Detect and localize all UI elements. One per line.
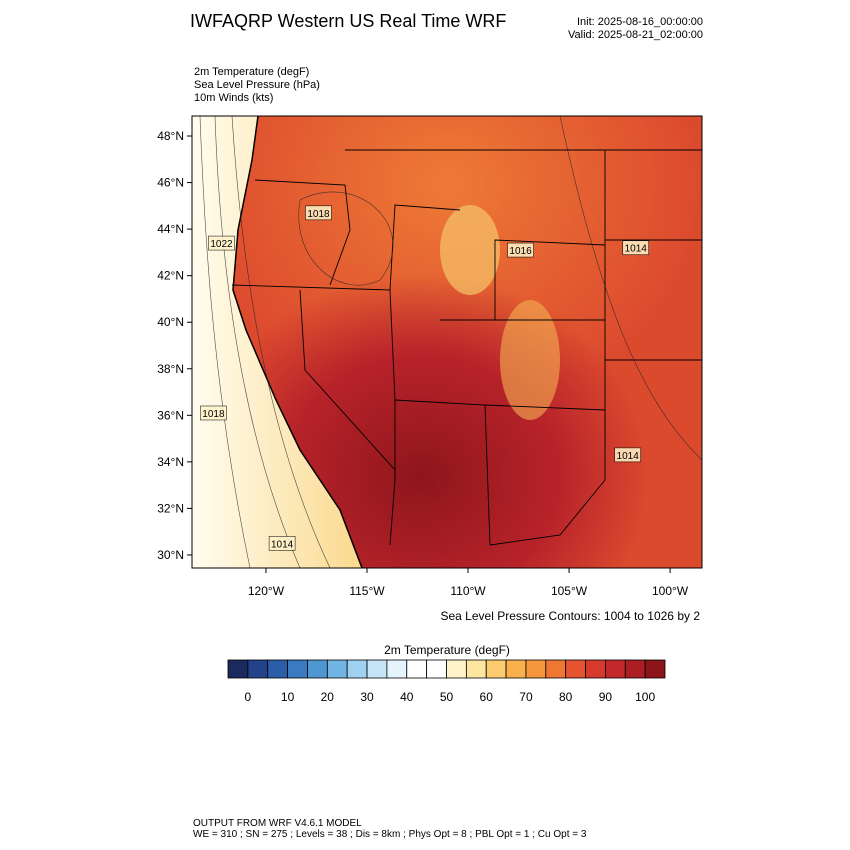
x-tick-label: 110°W <box>450 584 486 598</box>
contour-label: 1022 <box>210 239 233 250</box>
footer-line: OUTPUT FROM WRF V4.6.1 MODEL <box>193 818 362 829</box>
contour-label-box <box>305 205 332 221</box>
colorbar-box <box>585 659 606 679</box>
y-tick-label: 44°N <box>157 222 184 236</box>
colorbar-box <box>366 659 388 679</box>
colorbar-tick-label: 40 <box>400 690 414 704</box>
pressure-contours <box>199 116 702 568</box>
colorbar-title: 2m Temperature (degF) <box>384 643 510 657</box>
contour-label-box <box>200 405 227 421</box>
y-tick-label: 38°N <box>157 362 184 376</box>
colorbar-box <box>605 659 626 679</box>
x-tick-label: 100°W <box>652 584 689 598</box>
colorbar-tick-label: 60 <box>480 690 494 704</box>
colorbar-box <box>446 659 467 679</box>
x-tick-label: 105°W <box>551 584 588 598</box>
title: IWFAQRP Western US Real Time WRF <box>190 11 506 31</box>
mountain-cool-area <box>440 205 500 295</box>
colorbar-box <box>287 659 308 679</box>
contour-note: Sea Level Pressure Contours: 1004 to 102… <box>441 609 701 623</box>
colorbar-box <box>644 659 666 679</box>
colorbar-box <box>247 659 269 679</box>
map-frame <box>191 115 703 569</box>
colorbar-box <box>326 659 348 679</box>
colorbar-box <box>545 659 567 679</box>
contour-label: 1018 <box>202 409 225 420</box>
colorbar: 0 10 20 30 40 50 60 70 80 90 100 <box>227 659 666 704</box>
y-tick-label: 42°N <box>157 269 184 283</box>
field-label: Sea Level Pressure (hPa) <box>194 79 320 91</box>
field-label: 10m Winds (kts) <box>194 92 273 104</box>
colorbar-box <box>227 659 249 679</box>
y-tick-label: 48°N <box>157 129 184 143</box>
colorbar-tick-label: 80 <box>559 690 573 704</box>
contour-label-box <box>208 235 235 251</box>
colorbar-tick-label: 20 <box>321 690 335 704</box>
colorbar-box <box>485 659 507 679</box>
colorbar-tick-label: 50 <box>440 690 454 704</box>
state-borders <box>231 149 702 546</box>
y-tick-label: 46°N <box>157 176 184 190</box>
contour-label: 1018 <box>307 209 330 220</box>
mountain-cool-area <box>500 300 560 420</box>
y-tick-label: 30°N <box>157 548 184 562</box>
y-tick-label: 36°N <box>157 408 184 422</box>
valid-time: Valid: 2025-08-21_02:00:00 <box>568 29 703 41</box>
x-tick-label: 120°W <box>248 584 285 598</box>
x-tick-label: 115°W <box>349 584 385 598</box>
colorbar-tick-label: 90 <box>599 690 613 704</box>
colorbar-tick-label: 10 <box>281 690 295 704</box>
colorbar-box <box>386 659 408 679</box>
contour-label-box <box>614 447 641 463</box>
init-time: Init: 2025-08-16_00:00:00 <box>577 16 703 28</box>
contour-label: 1016 <box>509 246 532 257</box>
colorbar-box <box>525 659 547 679</box>
colorbar-box <box>465 659 487 679</box>
colorbar-box <box>505 659 527 679</box>
contour-label: 1014 <box>617 451 640 462</box>
contour-label-box <box>507 242 534 258</box>
colorbar-box <box>346 659 368 679</box>
map-overlay: 30°N 32°N 34°N 36°N 38°N 40°N 42°N 44°N 46°N 48°N… <box>157 129 689 598</box>
contour-label: 1014 <box>271 539 294 550</box>
y-tick-label: 34°N <box>157 455 184 469</box>
contour-label-box <box>622 240 650 256</box>
map-field <box>192 116 702 568</box>
y-tick-label: 32°N <box>157 501 184 515</box>
ocean <box>192 116 362 568</box>
colorbar-tick-label: 70 <box>519 690 533 704</box>
colorbar-box <box>624 659 646 679</box>
colorbar-tick-label: 0 <box>245 690 252 704</box>
coastline <box>232 116 363 568</box>
colorbar-box <box>426 659 447 679</box>
field-label: 2m Temperature (degF) <box>194 66 309 78</box>
contour-label-box <box>268 536 296 551</box>
colorbar-box <box>267 659 288 679</box>
y-tick-label: 40°N <box>157 315 184 329</box>
colorbar-tick-label: 100 <box>635 690 655 704</box>
colorbar-tick-label: 30 <box>360 690 374 704</box>
contour-label: 1014 <box>625 244 648 255</box>
footer-line: WE = 310 ; SN = 275 ; Levels = 38 ; Dis … <box>193 829 587 840</box>
colorbar-box <box>565 659 586 679</box>
colorbar-box <box>406 659 428 679</box>
colorbar-box <box>307 659 328 679</box>
